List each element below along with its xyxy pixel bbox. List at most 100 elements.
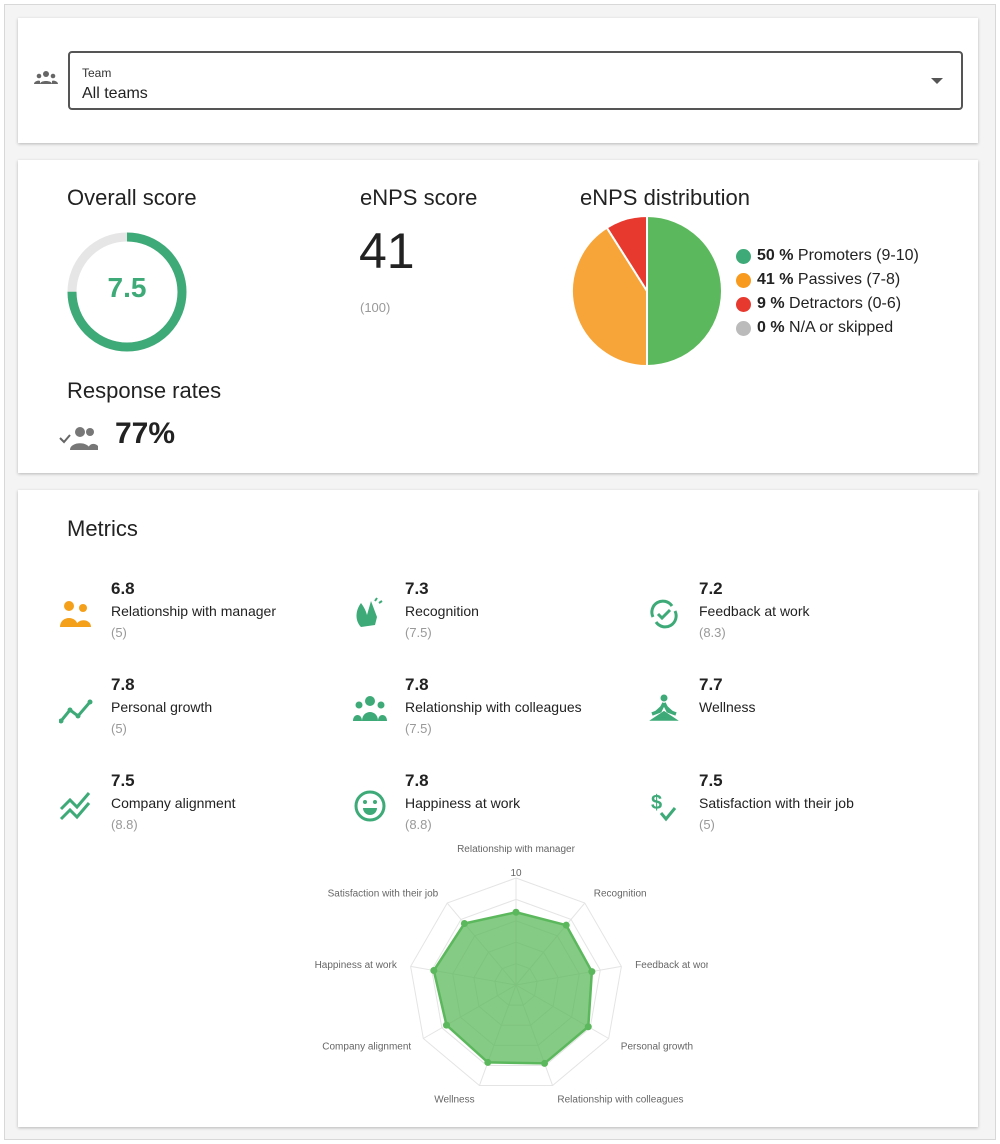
radar-point (460, 920, 468, 928)
metric-item: 7.3 Recognition (7.5) (353, 579, 633, 659)
metric-name: Relationship with manager (111, 603, 276, 619)
radar-axis-label: Wellness (434, 1095, 474, 1106)
legend-pct: 9 % (757, 295, 785, 312)
response-rates-title: Response rates (67, 378, 222, 403)
radar-point (484, 1058, 492, 1066)
overall-score-title: Overall score (67, 185, 197, 210)
overall-score-donut (67, 232, 187, 352)
metric-name: Personal growth (111, 699, 213, 715)
metric-previous: (8.8) (111, 817, 138, 832)
svg-text:$: $ (651, 792, 662, 814)
enps-score-value: 41 (359, 223, 415, 279)
smiley-icon (354, 790, 386, 822)
enps-legend: 50 % Promoters (9-10) 41 % Passives (7-8)… (736, 244, 919, 340)
legend-label: Promoters (9-10) (797, 247, 919, 264)
metric-name: Relationship with colleagues (405, 699, 582, 715)
team-select-label: Team (82, 66, 112, 80)
metric-item: 7.2 Feedback at work (8.3) (647, 579, 927, 659)
radar-series-area (432, 910, 594, 1065)
metric-value: 7.8 (405, 675, 429, 694)
legend-dot (736, 320, 751, 336)
metric-name: Feedback at work (699, 603, 810, 619)
metric-value: 7.5 (111, 771, 135, 790)
legend-item: 9 % Detractors (0-6) (736, 292, 919, 316)
metric-value: 7.7 (699, 675, 723, 694)
metric-value: 7.2 (699, 579, 723, 598)
radar-grid-ring (410, 877, 622, 1087)
pie-slice (605, 215, 648, 295)
metric-name: Company alignment (111, 795, 236, 811)
metric-previous: (5) (699, 817, 715, 832)
team-select-value: All teams (82, 85, 148, 102)
metric-item: 7.5 Company alignment (8.8) (59, 771, 339, 851)
metric-name: Satisfaction with their job (699, 795, 854, 811)
group-icon (353, 696, 387, 721)
pie-slice (646, 215, 723, 368)
response-rate-value: 77% (115, 417, 176, 450)
radar-axis-label: Happiness at work (315, 960, 398, 971)
meditation-icon (649, 694, 679, 721)
trend-up-icon (59, 699, 93, 724)
refresh-check-icon (650, 599, 678, 629)
legend-label: Passives (7-8) (797, 271, 901, 288)
metric-item: 7.8 Happiness at work (8.8) (353, 771, 633, 851)
radar-point (584, 1023, 592, 1031)
metric-value: 7.5 (699, 771, 723, 790)
legend-label: Detractors (0-6) (789, 295, 902, 312)
enps-score-title: eNPS score (360, 185, 478, 210)
metric-item: 7.8 Personal growth (5) (59, 675, 339, 755)
radar-chart: 10 Relationship with manager Recognition Fe… (315, 845, 708, 1106)
radar-axis-label: Relationship with manager (457, 845, 576, 855)
radar-grid-ring (431, 898, 601, 1066)
metric-name: Wellness (699, 699, 756, 715)
metric-previous: (5) (111, 625, 127, 640)
radar-point (512, 908, 520, 916)
metric-value: 7.8 (111, 675, 135, 694)
radar-point (541, 1059, 549, 1067)
clapping-hands-icon (356, 597, 383, 627)
radar-axis-label: Personal growth (621, 1042, 693, 1053)
people-icon (60, 601, 91, 627)
legend-dot (736, 296, 751, 312)
metric-previous: (8.3) (699, 625, 726, 640)
chevron-down-icon (931, 78, 943, 84)
metric-value: 7.3 (405, 579, 429, 598)
filter-card: Team All teams (18, 18, 978, 143)
metric-previous: (7.5) (405, 625, 432, 640)
metric-previous: (5) (111, 721, 127, 736)
team-select[interactable]: Team All teams (68, 51, 963, 110)
radar-axis-label: Company alignment (322, 1042, 411, 1053)
legend-pct: 50 % (757, 247, 794, 264)
metric-value: 7.8 (405, 771, 429, 790)
radar-point (443, 1021, 451, 1029)
enps-previous: (100) (360, 300, 391, 315)
metric-previous: (8.8) (405, 817, 432, 832)
radar-axis-label: Relationship with colleagues (557, 1095, 683, 1106)
metric-name: Recognition (405, 603, 479, 619)
metrics-card: Metrics 6.8 Relationship with manager (5… (18, 490, 978, 1127)
metric-value: 6.8 (111, 579, 135, 598)
overall-score-value: 7.5 (107, 272, 147, 303)
respondents-check-icon (59, 427, 98, 450)
metric-name: Happiness at work (405, 795, 521, 811)
legend-dot (736, 272, 751, 288)
metric-item: $ 7.5 Satisfaction with their job (5) (647, 771, 927, 851)
metric-item: 7.8 Relationship with colleagues (7.5) (353, 675, 633, 755)
legend-label: N/A or skipped (789, 319, 894, 336)
summary-card: Overall score 7.5 Response rates 77% eNP… (18, 160, 978, 473)
radar-axis-label: Feedback at work (635, 960, 708, 971)
metric-item: 7.7 Wellness (647, 675, 927, 755)
radar-point (562, 921, 570, 929)
enps-distribution-title: eNPS distribution (580, 185, 750, 210)
radar-axis-label: Satisfaction with their job (328, 888, 439, 899)
enps-pie-chart (571, 215, 723, 368)
radar-axis-label: Recognition (594, 888, 647, 899)
metrics-title: Metrics (67, 516, 138, 541)
legend-item: 50 % Promoters (9-10) (736, 244, 919, 268)
legend-pct: 41 % (757, 271, 794, 288)
radar-point (430, 967, 438, 975)
legend-dot (736, 248, 751, 264)
dollar-check-icon: $ (651, 792, 677, 822)
legend-item: 41 % Passives (7-8) (736, 268, 919, 292)
radar-point (588, 968, 596, 976)
